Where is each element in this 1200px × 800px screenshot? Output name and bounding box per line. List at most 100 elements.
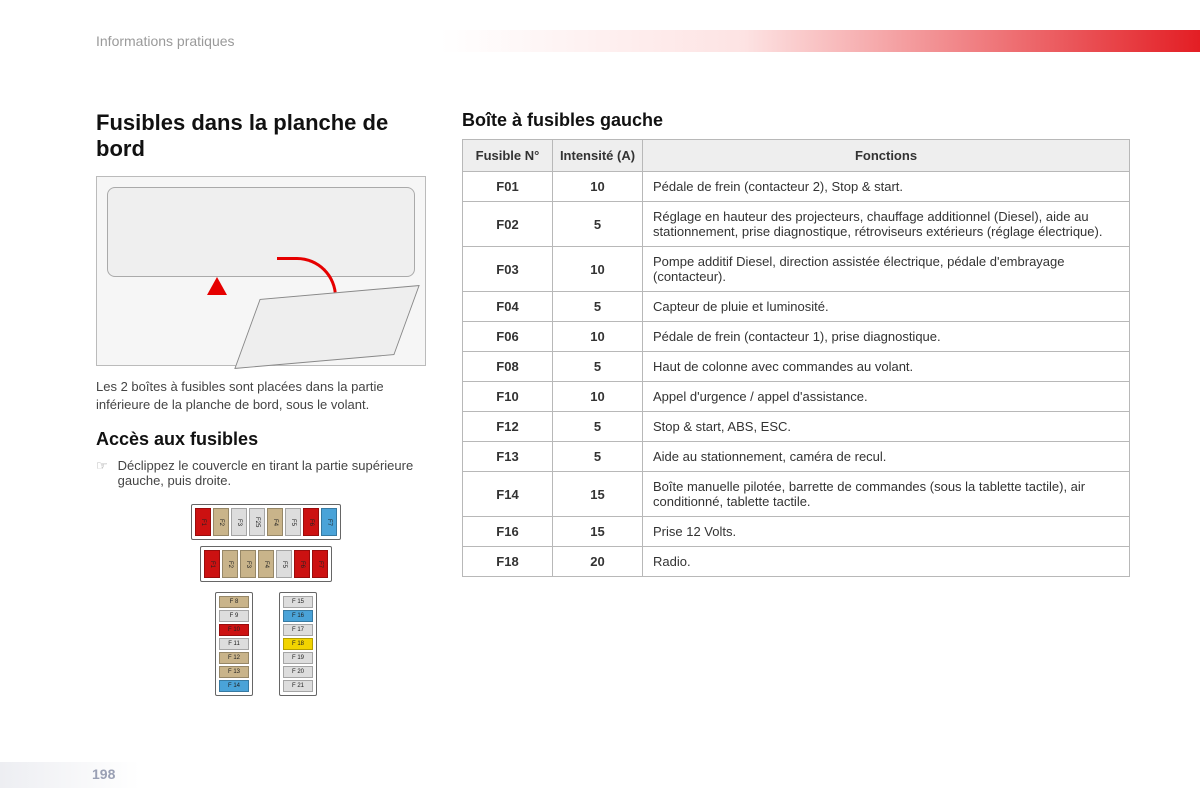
table-row: F125Stop & start, ABS, ESC. (463, 412, 1130, 442)
fuse-slot: F4 (267, 508, 283, 536)
table-row: F1615Prise 12 Volts. (463, 517, 1130, 547)
fuse-slot: F 12 (219, 652, 249, 664)
fuse-amp-cell: 10 (553, 247, 643, 292)
col-header-fuse: Fusible N° (463, 140, 553, 172)
fuse-func-cell: Pédale de frein (contacteur 2), Stop & s… (643, 172, 1130, 202)
fuse-slot: F4 (258, 550, 274, 578)
fuse-number-cell: F14 (463, 472, 553, 517)
fuse-func-cell: Aide au stationnement, caméra de recul. (643, 442, 1130, 472)
fuse-slot: F 16 (283, 610, 313, 622)
fusebox-horizontal-2: F1F2F3F4F5F6F7 (200, 546, 332, 582)
fusebox-pair: F 8F 9F 10F 11F 12F 13F 14 F 15F 16F 17F… (96, 592, 436, 696)
fuse-func-cell: Pompe additif Diesel, direction assistée… (643, 247, 1130, 292)
left-column: Fusibles dans la planche de bord Les 2 b… (96, 110, 436, 770)
fuse-slot: F1 (195, 508, 211, 536)
fuse-func-cell: Appel d'urgence / appel d'assistance. (643, 382, 1130, 412)
fuse-amp-cell: 5 (553, 292, 643, 322)
access-bullet-text: Déclippez le couvercle en tirant la part… (118, 458, 436, 488)
right-column: Boîte à fusibles gauche Fusible N° Inten… (462, 110, 1130, 770)
fuse-amp-cell: 10 (553, 172, 643, 202)
fuse-slot: F 15 (283, 596, 313, 608)
fuse-table-title: Boîte à fusibles gauche (462, 110, 1130, 131)
fuse-amp-cell: 5 (553, 202, 643, 247)
fuse-func-cell: Pédale de frein (contacteur 1), prise di… (643, 322, 1130, 352)
fuse-func-cell: Boîte manuelle pilotée, barrette de comm… (643, 472, 1130, 517)
fuse-slot: F 17 (283, 624, 313, 636)
fusebox-row-1: F1F2F3F25F4F5F6F7 (96, 504, 436, 540)
fusebox-row-2: F1F2F3F4F5F6F7 (96, 546, 436, 582)
fuse-slot: F6 (294, 550, 310, 578)
fuse-slot: F 20 (283, 666, 313, 678)
fuse-number-cell: F04 (463, 292, 553, 322)
fuse-amp-cell: 5 (553, 352, 643, 382)
fuse-number-cell: F12 (463, 412, 553, 442)
fuse-number-cell: F18 (463, 547, 553, 577)
bullet-icon: ☞ (96, 458, 108, 488)
fuse-func-cell: Prise 12 Volts. (643, 517, 1130, 547)
fuse-slot: F5 (285, 508, 301, 536)
fuse-slot: F 18 (283, 638, 313, 650)
fuse-amp-cell: 10 (553, 382, 643, 412)
fuse-func-cell: Capteur de pluie et luminosité. (643, 292, 1130, 322)
main-title: Fusibles dans la planche de bord (96, 110, 436, 162)
fuse-slot: F6 (303, 508, 319, 536)
fuse-slot: F1 (204, 550, 220, 578)
fuse-slot: F 8 (219, 596, 249, 608)
fuse-slot: F 19 (283, 652, 313, 664)
fuse-number-cell: F16 (463, 517, 553, 547)
fuse-func-cell: Radio. (643, 547, 1130, 577)
fuse-func-cell: Réglage en hauteur des projecteurs, chau… (643, 202, 1130, 247)
fuse-number-cell: F03 (463, 247, 553, 292)
fuse-slot: F2 (222, 550, 238, 578)
fuse-amp-cell: 15 (553, 472, 643, 517)
header-gradient (440, 30, 1200, 52)
col-header-func: Fonctions (643, 140, 1130, 172)
table-row: F1415Boîte manuelle pilotée, barrette de… (463, 472, 1130, 517)
fuse-slot: F 13 (219, 666, 249, 678)
page-content: Fusibles dans la planche de bord Les 2 b… (96, 110, 1130, 770)
fuse-func-cell: Stop & start, ABS, ESC. (643, 412, 1130, 442)
table-row: F1820Radio. (463, 547, 1130, 577)
fuse-slot: F3 (231, 508, 247, 536)
fuse-slot: F 14 (219, 680, 249, 692)
fusebox-horizontal-1: F1F2F3F25F4F5F6F7 (191, 504, 341, 540)
section-label: Informations pratiques (0, 33, 235, 49)
fuse-slot: F7 (321, 508, 337, 536)
table-row: F045Capteur de pluie et luminosité. (463, 292, 1130, 322)
fuse-slot: F7 (312, 550, 328, 578)
diagram-caption: Les 2 boîtes à fusibles sont placées dan… (96, 378, 436, 413)
fuse-number-cell: F01 (463, 172, 553, 202)
page-number-bg (0, 762, 140, 788)
table-row: F0310Pompe additif Diesel, direction ass… (463, 247, 1130, 292)
fuse-number-cell: F10 (463, 382, 553, 412)
fuse-slot: F2 (213, 508, 229, 536)
fuse-amp-cell: 10 (553, 322, 643, 352)
fuse-number-cell: F13 (463, 442, 553, 472)
table-row: F085Haut de colonne avec commandes au vo… (463, 352, 1130, 382)
fuse-number-cell: F06 (463, 322, 553, 352)
table-row: F0610Pédale de frein (contacteur 1), pri… (463, 322, 1130, 352)
fuse-func-cell: Haut de colonne avec commandes au volant… (643, 352, 1130, 382)
table-row: F025Réglage en hauteur des projecteurs, … (463, 202, 1130, 247)
fusebox-vertical-left: F 8F 9F 10F 11F 12F 13F 14 (215, 592, 253, 696)
fuse-table: Fusible N° Intensité (A) Fonctions F0110… (462, 139, 1130, 577)
access-bullet-row: ☞ Déclippez le couvercle en tirant la pa… (96, 458, 436, 488)
table-row: F1010Appel d'urgence / appel d'assistanc… (463, 382, 1130, 412)
fuse-slot: F 21 (283, 680, 313, 692)
fuse-slot: F 10 (219, 624, 249, 636)
fuse-amp-cell: 5 (553, 412, 643, 442)
fuse-amp-cell: 20 (553, 547, 643, 577)
fusebox-vertical-right: F 15 F 16 F 17 F 18 F 19 F 20 F 21 (279, 592, 317, 696)
access-title: Accès aux fusibles (96, 429, 436, 450)
fuse-number-cell: F08 (463, 352, 553, 382)
fuse-amp-cell: 15 (553, 517, 643, 547)
page-number: 198 (92, 766, 115, 782)
fuse-cover-panel (234, 285, 419, 369)
dash-outline (107, 187, 415, 277)
fuse-slot: F25 (249, 508, 265, 536)
fuse-number-cell: F02 (463, 202, 553, 247)
fuse-slot: F3 (240, 550, 256, 578)
table-header-row: Fusible N° Intensité (A) Fonctions (463, 140, 1130, 172)
table-row: F0110Pédale de frein (contacteur 2), Sto… (463, 172, 1130, 202)
fuse-slot: F 9 (219, 610, 249, 622)
